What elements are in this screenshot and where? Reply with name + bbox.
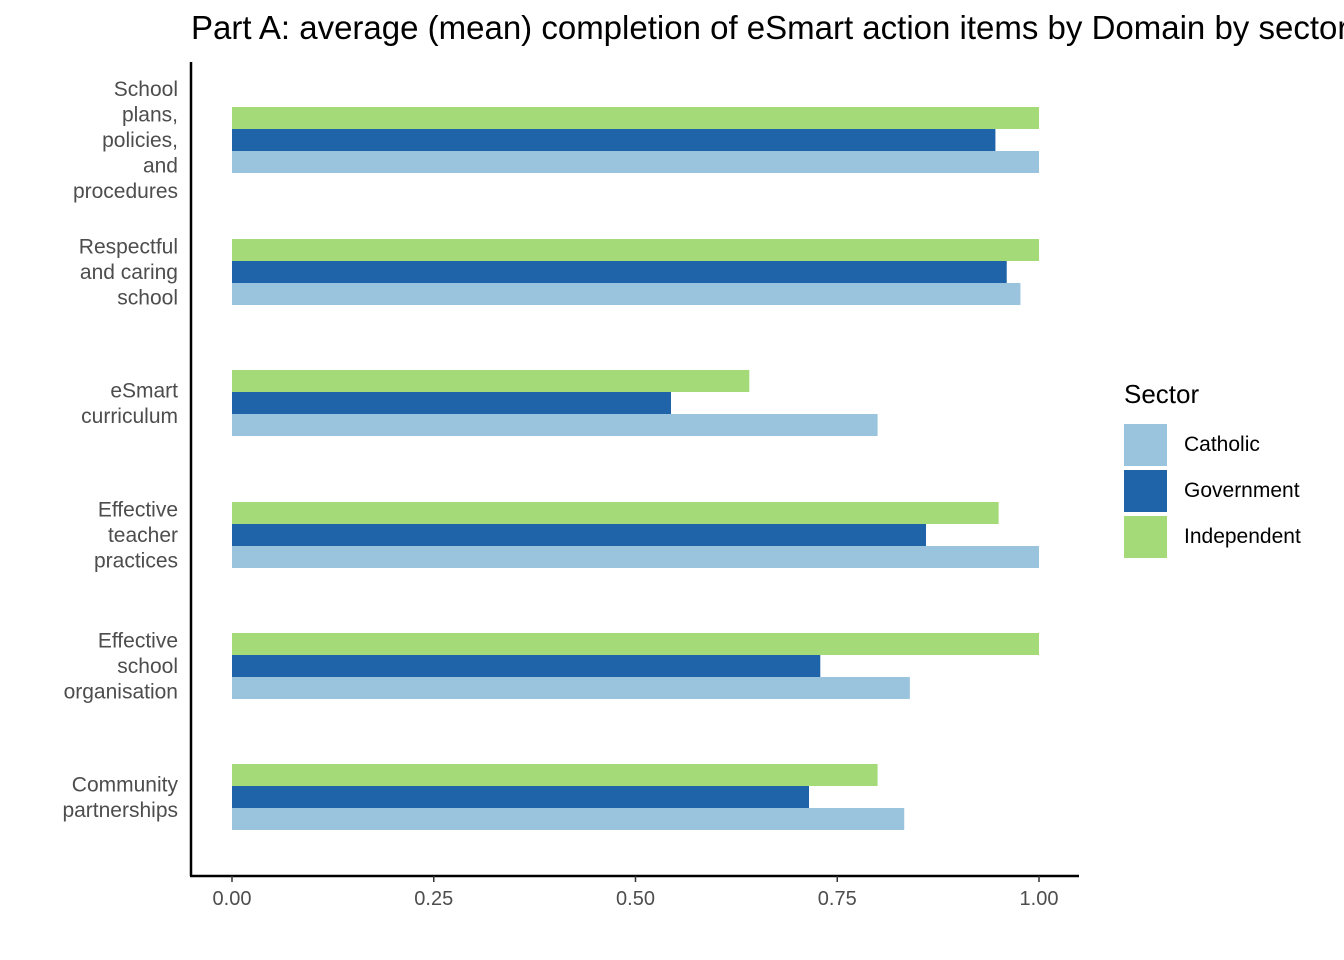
legend-swatch [1124, 424, 1167, 466]
bar-government-2 [232, 261, 1007, 283]
bar-independent-3 [232, 370, 750, 392]
bar-independent-1 [232, 107, 1039, 129]
x-tick-label: 0.50 [616, 888, 655, 910]
bar-catholic-3 [232, 414, 878, 436]
chart-title: Part A: average (mean) completion of eSm… [191, 9, 1344, 46]
category-label: School plans, policies, and procedures [73, 78, 178, 203]
legend-item-independent: Independent [1124, 514, 1344, 560]
bar-independent-2 [232, 239, 1039, 261]
category-label: Effective school organisation [64, 630, 178, 704]
bar-government-5 [232, 655, 821, 677]
bar-government-6 [232, 786, 810, 808]
bar-catholic-1 [232, 151, 1039, 173]
x-tick-label: 1.00 [1020, 888, 1059, 910]
bar-government-3 [232, 392, 672, 414]
category-labels: School plans, policies, and procedures Respec… [62, 78, 178, 822]
bars-group [232, 107, 1039, 830]
legend: Sector Catholic Government Independent [1124, 376, 1344, 560]
x-tick-label: 0.75 [818, 888, 857, 910]
x-tick-label: 0.25 [414, 888, 453, 910]
legend-swatch [1124, 516, 1167, 558]
category-label: eSmart curriculum [81, 379, 178, 428]
bar-independent-4 [232, 502, 999, 524]
bar-government-1 [232, 129, 996, 151]
bar-independent-6 [232, 764, 878, 786]
bar-catholic-4 [232, 546, 1039, 568]
category-label: Community partnerships [62, 773, 178, 822]
legend-title: Sector [1124, 379, 1200, 409]
bar-catholic-6 [232, 808, 905, 830]
category-label: Effective teacher practices [94, 499, 178, 573]
legend-swatch [1124, 470, 1167, 512]
legend-item-catholic: Catholic [1124, 422, 1344, 468]
legend-label: Catholic [1184, 433, 1260, 456]
x-axis-ticks: 0.00 0.25 0.50 0.75 1.00 [213, 876, 1059, 910]
legend-label: Government [1184, 479, 1300, 502]
bar-independent-5 [232, 633, 1039, 655]
bar-catholic-2 [232, 283, 1021, 305]
category-label: Respectful and caring school [79, 236, 178, 310]
legend-label: Independent [1184, 525, 1301, 548]
x-tick-label: 0.00 [213, 888, 252, 910]
bar-catholic-5 [232, 677, 910, 699]
legend-item-government: Government [1124, 468, 1344, 514]
legend-items: Catholic Government Independent [1124, 422, 1344, 560]
bar-government-4 [232, 524, 927, 546]
